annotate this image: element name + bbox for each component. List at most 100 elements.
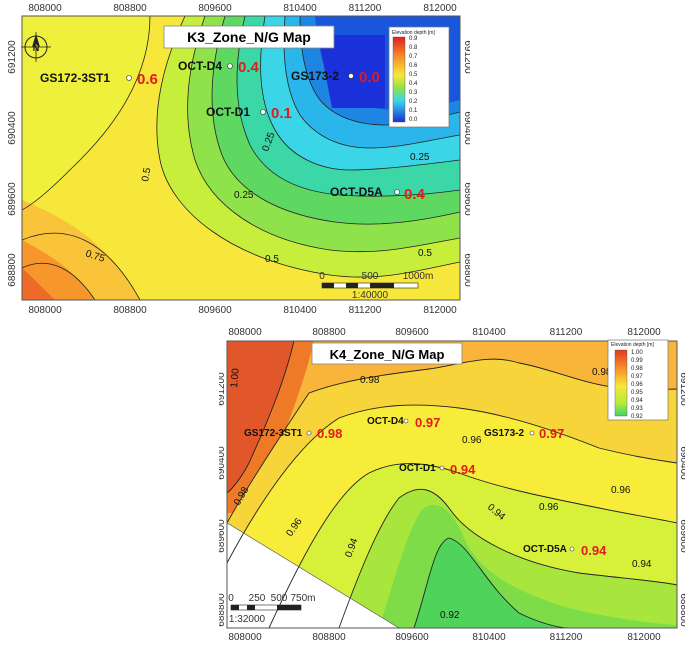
y-tick: 690400 xyxy=(462,111,470,145)
well-marker: GS173-2 0.0 xyxy=(291,69,380,86)
well-value: 0.4 xyxy=(238,59,260,76)
svg-text:1:40000: 1:40000 xyxy=(352,290,389,301)
svg-text:500: 500 xyxy=(271,593,288,604)
y-tick: 688800 xyxy=(678,593,685,627)
k4-legend: Elevation depth [m] 1.00 0.99 0.98 0.97 … xyxy=(607,339,669,421)
k3-x-axis-bottom: 808000 808800 809600 810400 811200 81200… xyxy=(28,305,457,316)
well-name: OCT-D4 xyxy=(367,416,404,427)
y-tick: 688800 xyxy=(219,593,227,627)
y-tick: 690400 xyxy=(7,111,18,145)
well-marker: GS173-2 0.97 xyxy=(484,426,564,441)
k4-map-title: K4_Zone_N/G Map xyxy=(311,342,463,365)
svg-text:0.96: 0.96 xyxy=(631,382,643,388)
x-tick: 809600 xyxy=(395,327,429,338)
contour-label: 0.94 xyxy=(632,559,652,570)
svg-text:0.8: 0.8 xyxy=(409,45,418,51)
contour-label: 0.98 xyxy=(592,367,612,378)
y-tick: 689600 xyxy=(462,182,470,216)
svg-text:0.1: 0.1 xyxy=(409,108,418,114)
y-tick: 689600 xyxy=(219,519,227,553)
svg-text:0.95: 0.95 xyxy=(631,390,643,396)
k4-x-axis-bottom: 808000 808800 809600 810400 811200 81200… xyxy=(228,632,661,643)
well-value: 0.97 xyxy=(415,415,440,430)
contour-label: 0.5 xyxy=(265,254,279,265)
k3-y-axis-right: 691200 690400 689600 688800 xyxy=(462,40,470,287)
well-name: GS172-3ST1 xyxy=(244,428,303,439)
contour-label: 1.00 xyxy=(229,367,242,388)
x-tick: 812000 xyxy=(627,632,661,643)
k4-scale-bar: 0 250 500 750m 1:32000 xyxy=(228,593,315,625)
well-value: 0.98 xyxy=(317,426,342,441)
svg-text:250: 250 xyxy=(249,593,266,604)
x-tick: 811200 xyxy=(349,305,382,316)
well-marker: OCT-D5A 0.94 xyxy=(523,543,607,558)
x-tick: 808000 xyxy=(28,3,62,14)
svg-text:0.93: 0.93 xyxy=(631,406,643,412)
k3-contour-labels: 0.75 0.5 0.25 0.25 0.25 0.5 0.5 xyxy=(84,131,432,265)
svg-text:0.92: 0.92 xyxy=(631,414,643,420)
x-tick: 809600 xyxy=(198,305,232,316)
svg-text:0.6: 0.6 xyxy=(409,63,418,69)
x-tick: 808800 xyxy=(312,327,346,338)
x-tick: 811200 xyxy=(550,327,583,338)
k4-x-axis-top: 808000 808800 809600 810400 811200 81200… xyxy=(228,327,661,338)
well-marker: GS172-3ST1 0.6 xyxy=(40,71,158,88)
svg-text:1.00: 1.00 xyxy=(631,350,643,356)
x-tick: 808800 xyxy=(312,632,346,643)
x-tick: 809600 xyxy=(198,3,232,14)
y-tick: 690400 xyxy=(219,446,227,480)
k3-x-axis-top: 808000 808800 809600 810400 811200 81200… xyxy=(28,3,457,14)
svg-text:0: 0 xyxy=(319,271,325,282)
well-value: 0.4 xyxy=(404,186,426,203)
contour-label: 0.5 xyxy=(418,248,432,259)
x-tick: 809600 xyxy=(395,632,429,643)
k4-y-axis-right: 691200 690400 689600 688800 xyxy=(678,372,685,627)
well-name: GS173-2 xyxy=(484,428,524,439)
k3-zone-map: 808000 808800 809600 810400 811200 81200… xyxy=(0,0,470,320)
y-tick: 688800 xyxy=(462,253,470,287)
svg-text:0.2: 0.2 xyxy=(409,99,418,105)
k3-map-title: K3_Zone_N/G Map xyxy=(163,25,335,49)
well-value: 0.97 xyxy=(539,426,564,441)
k3-y-axis-left: 691200 690400 689600 688800 xyxy=(7,40,18,287)
contour-label: 0.98 xyxy=(360,375,380,386)
k4-zone-map: 808000 808800 809600 810400 811200 81200… xyxy=(219,323,685,648)
x-tick: 810400 xyxy=(472,632,506,643)
well-marker: OCT-D1 0.1 xyxy=(206,105,292,122)
x-tick: 812000 xyxy=(627,327,661,338)
svg-text:0.94: 0.94 xyxy=(631,398,643,404)
x-tick: 810400 xyxy=(283,3,317,14)
well-name: OCT-D4 xyxy=(178,59,222,73)
svg-text:0.4: 0.4 xyxy=(409,81,418,87)
north-arrow-icon: N xyxy=(21,32,51,62)
x-tick: 810400 xyxy=(472,327,506,338)
well-value: 0.1 xyxy=(271,105,292,122)
x-tick: 811200 xyxy=(550,632,583,643)
svg-text:0: 0 xyxy=(228,593,234,604)
svg-text:0.3: 0.3 xyxy=(409,90,418,96)
well-name: OCT-D5A xyxy=(523,544,567,555)
contour-label: 0.25 xyxy=(410,152,430,163)
svg-text:0.0: 0.0 xyxy=(409,117,418,123)
svg-text:0.98: 0.98 xyxy=(631,366,643,372)
y-tick: 689600 xyxy=(678,519,685,553)
svg-text:N: N xyxy=(33,43,40,53)
well-marker: OCT-D5A 0.4 xyxy=(330,185,426,203)
k3-wells: GS172-3ST1 0.6 OCT-D4 0.4 GS173-2 0.0 OC… xyxy=(40,59,426,203)
x-tick: 808000 xyxy=(228,632,262,643)
x-tick: 808800 xyxy=(113,3,147,14)
well-name: OCT-D5A xyxy=(330,185,383,199)
svg-text:0.5: 0.5 xyxy=(409,72,418,78)
k3-legend: Elevation depth [m] 0.9 0.8 0.7 0.6 0.5 … xyxy=(388,26,450,128)
y-tick: 691200 xyxy=(462,40,470,74)
well-value: 0.6 xyxy=(137,71,158,88)
svg-text:0.97: 0.97 xyxy=(631,374,643,380)
x-tick: 812000 xyxy=(423,305,457,316)
k4-contour-lines xyxy=(227,341,677,628)
x-tick: 808800 xyxy=(113,305,147,316)
contour-label: 0.25 xyxy=(234,190,254,201)
k3-scale-bar: 0 500 1000m 1:40000 xyxy=(319,271,433,301)
y-tick: 688800 xyxy=(7,253,18,287)
y-tick: 689600 xyxy=(7,182,18,216)
x-tick: 808000 xyxy=(28,305,62,316)
